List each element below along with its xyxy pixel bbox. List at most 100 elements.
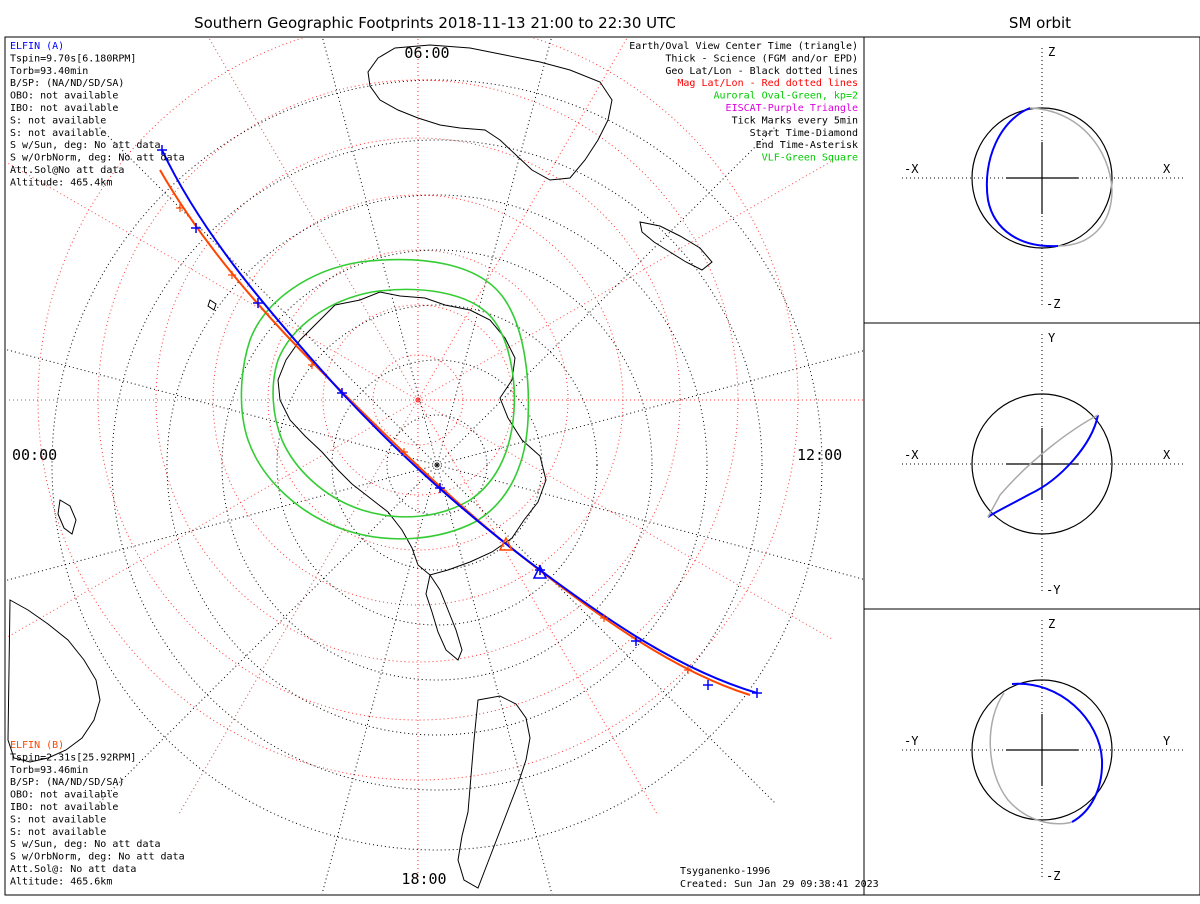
coast-madagascar — [57, 499, 77, 535]
triangle-elfin-a — [532, 564, 548, 579]
axis-label-right: X — [1163, 448, 1171, 462]
geo-grid — [6, 38, 863, 894]
info-line: Altitude: 465.6km — [10, 876, 112, 887]
axis-label-bottom: -Y — [1046, 583, 1061, 597]
geo-lon-line — [321, 464, 438, 894]
auroral-oval — [240, 258, 530, 540]
legend-item: Geo Lat/Lon - Black dotted lines — [665, 66, 858, 77]
axis-label-top: Z — [1048, 617, 1055, 631]
geo-lon-line — [436, 464, 777, 805]
polar-map — [6, 38, 863, 894]
elfin-b-info: ELFIN (B)Tspin=2.31s[25.92RPM] Torb=93.46… — [10, 740, 185, 887]
track-ticks — [157, 145, 762, 698]
mag-lat-circle — [322, 304, 514, 496]
info-line: Tspin=9.70s[6.180RPM] — [10, 53, 136, 64]
legend: Earth/Oval View Center Time (triangle)Th… — [629, 41, 858, 164]
earth-circle — [971, 393, 1113, 535]
geo-lon-line — [6, 348, 438, 466]
orbit-frame — [863, 36, 1200, 896]
orbit-b — [989, 692, 1073, 825]
legend-item: Thick - Science (FGM and/or EPD) — [665, 53, 858, 64]
info-line: B/SP: (NA/ND/SD/SA) — [10, 777, 124, 788]
time-label-top: 06:00 — [404, 44, 449, 62]
axis-label-top: Z — [1048, 45, 1055, 59]
info-line: S: not available — [10, 115, 106, 126]
info-line: S w/Sun, deg: No att data — [10, 839, 161, 850]
info-line: B/SP: (NA/ND/SD/SA) — [10, 78, 124, 89]
created-label: Created: Sun Jan 29 09:38:41 2023 — [680, 879, 879, 890]
geo-lat-circle — [276, 304, 598, 626]
triangle-elfin-b — [498, 536, 514, 551]
info-line: OBO: not available — [10, 91, 118, 102]
axis-label-left: -X — [904, 162, 919, 176]
orbit-a — [987, 414, 1099, 518]
mag-pole-marker — [415, 397, 421, 403]
info-line: Att.Sol@No att data — [10, 165, 124, 176]
info-line: S: not available — [10, 128, 106, 139]
track-elfin-a — [161, 149, 758, 694]
geo-lon-line — [6, 464, 438, 582]
legend-item: Auroral Oval-Green, kp=2 — [714, 91, 859, 102]
coastlines — [7, 44, 713, 889]
legend-item: Start Time-Diamond — [750, 128, 858, 139]
mag-lon-line — [417, 399, 834, 641]
info-line: S: not available — [10, 827, 106, 838]
orbit-b — [1029, 107, 1113, 247]
orbit-panels: Z -Z -X X Y -Y -X X Z -Z -Y Y — [863, 36, 1200, 896]
geo-lat-circle — [51, 79, 823, 851]
geo-lon-line — [436, 464, 553, 894]
geo-lon-line — [436, 350, 863, 466]
elfin-a-info: ELFIN (A)Tspin=9.70s[6.180RPM] Torb=93.40… — [10, 41, 185, 188]
main-title: Southern Geographic Footprints 2018-11-1… — [194, 14, 676, 32]
info-line: OBO: not available — [10, 790, 118, 801]
axis-label-left: -X — [904, 448, 919, 462]
info-line: Tspin=2.31s[25.92RPM] — [10, 752, 136, 763]
axis-label-left: -Y — [904, 734, 919, 748]
info-line: IBO: not available — [10, 103, 118, 114]
legend-item: Mag Lat/Lon - Red dotted lines — [677, 78, 858, 89]
map-frame — [4, 36, 865, 896]
info-line: S w/Sun, deg: No att data — [10, 140, 161, 151]
geo-lon-line — [436, 38, 552, 466]
info-line: Altitude: 465.4km — [10, 177, 112, 188]
geo-lon-line — [97, 464, 438, 805]
axis-label-bottom: -Z — [1046, 297, 1060, 311]
axis-label-bottom: -Z — [1046, 869, 1060, 883]
coast-peninsula — [425, 573, 463, 661]
mag-lon-line — [417, 38, 628, 401]
info-line: Att.Sol@: No att data — [10, 864, 136, 875]
coast-newzealand — [639, 221, 713, 271]
time-label-bottom: 18:00 — [401, 870, 446, 888]
orbit-title: SM orbit — [1009, 14, 1071, 32]
model-label: Tsyganenko-1996 — [680, 866, 770, 877]
coast-south-america — [457, 695, 531, 889]
mag-lat-circle — [155, 137, 681, 663]
geo-lon-line — [322, 38, 438, 466]
legend-item: VLF-Green Square — [762, 153, 858, 164]
oval-outer — [240, 258, 530, 540]
info-line: S w/OrbNorm, deg: No att data — [10, 153, 185, 164]
mag-grid — [6, 38, 863, 880]
geo-lon-line — [436, 464, 863, 580]
orbit-a — [1011, 682, 1104, 823]
legend-item: EISCAT-Purple Triangle — [726, 103, 858, 114]
satellite-name: ELFIN (A) — [10, 41, 64, 52]
mag-lon-line — [417, 159, 834, 401]
mag-lon-line — [177, 399, 419, 816]
coast-antarctica — [277, 291, 547, 576]
coast-africa — [7, 599, 101, 763]
info-line: Torb=93.40min — [10, 66, 88, 77]
axis-label-right: Y — [1163, 734, 1171, 748]
time-label-right: 12:00 — [797, 446, 842, 464]
earth-circle — [971, 107, 1113, 249]
time-label-left: 00:00 — [12, 446, 57, 464]
axis-label-top: Y — [1048, 331, 1056, 345]
oval-inner — [272, 288, 516, 518]
legend-item: End Time-Asterisk — [756, 140, 858, 151]
geo-lon-line — [436, 125, 777, 466]
mag-lon-line — [417, 399, 659, 816]
legend-item: Earth/Oval View Center Time (triangle) — [629, 41, 858, 52]
mag-lon-line — [208, 38, 419, 401]
info-line: Torb=93.46min — [10, 765, 88, 776]
mag-lon-line — [6, 399, 419, 639]
